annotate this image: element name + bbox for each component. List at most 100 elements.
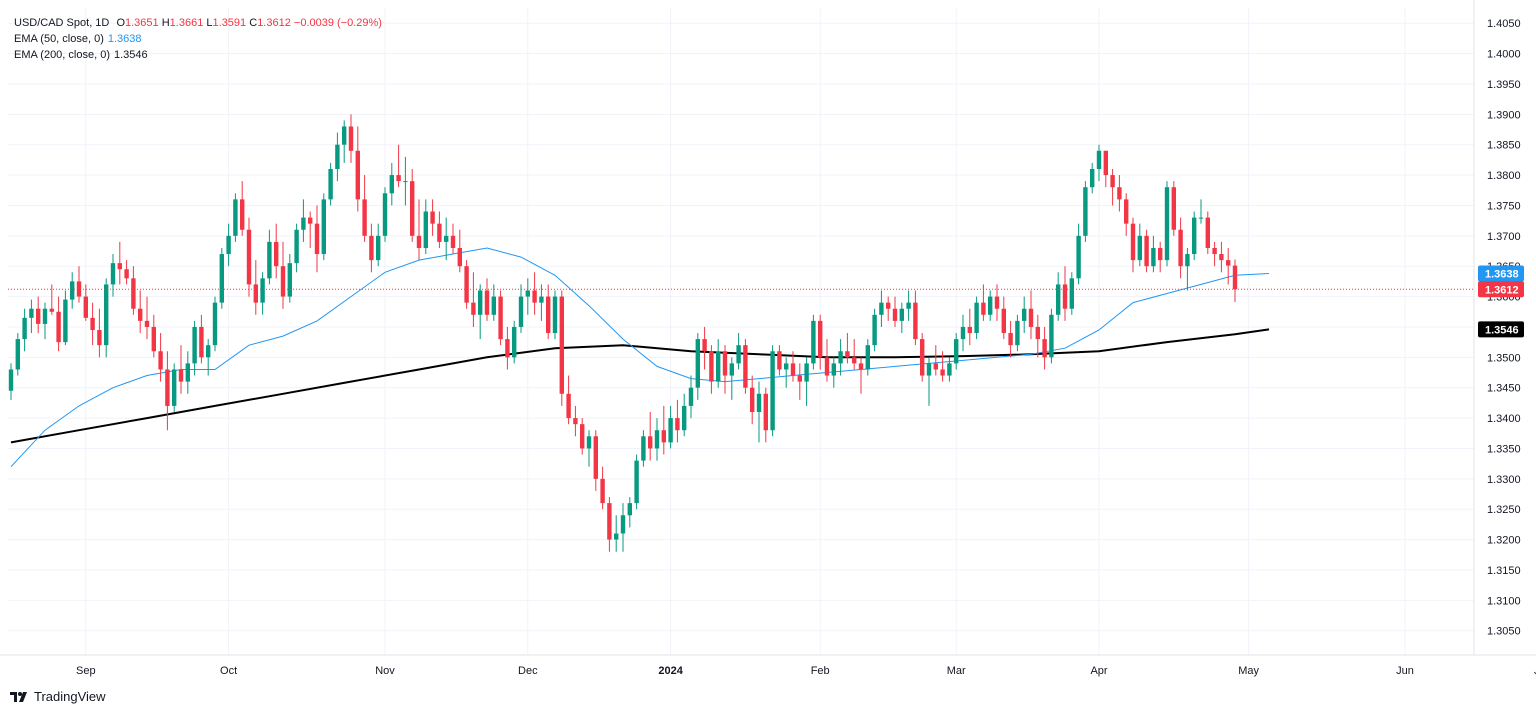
candle[interactable]: [552, 290, 558, 340]
candle[interactable]: [15, 333, 20, 376]
candle[interactable]: [607, 497, 612, 552]
candle[interactable]: [464, 260, 469, 309]
candle[interactable]: [410, 168, 415, 242]
candle[interactable]: [804, 357, 809, 406]
candle[interactable]: [913, 290, 918, 346]
candle[interactable]: [879, 290, 884, 327]
candle[interactable]: [811, 314, 816, 370]
candle[interactable]: [110, 254, 116, 297]
candle[interactable]: [498, 290, 503, 346]
candle[interactable]: [219, 247, 224, 309]
candle[interactable]: [702, 326, 707, 370]
candle[interactable]: [1001, 296, 1006, 340]
candle[interactable]: [308, 211, 313, 248]
candle[interactable]: [199, 314, 204, 364]
candle[interactable]: [280, 241, 286, 309]
candle[interactable]: [294, 223, 299, 273]
candle[interactable]: [886, 296, 891, 321]
candle[interactable]: [940, 351, 945, 382]
candle[interactable]: [512, 320, 517, 364]
candle[interactable]: [858, 357, 864, 394]
symbol-label[interactable]: USD/CAD Spot, 1D: [14, 17, 110, 29]
candle[interactable]: [688, 375, 694, 419]
candle[interactable]: [165, 351, 170, 431]
candle[interactable]: [178, 345, 184, 394]
candle[interactable]: [906, 290, 911, 321]
candle[interactable]: [532, 272, 537, 315]
candle[interactable]: [124, 260, 129, 285]
candle[interactable]: [1049, 308, 1054, 364]
candle[interactable]: [899, 302, 904, 334]
candle[interactable]: [131, 266, 136, 315]
candle[interactable]: [42, 302, 48, 340]
candle[interactable]: [756, 381, 762, 443]
candle[interactable]: [342, 120, 347, 163]
candle[interactable]: [22, 308, 27, 352]
candle[interactable]: [1137, 223, 1142, 267]
candle[interactable]: [246, 217, 252, 297]
candle[interactable]: [784, 357, 789, 388]
candle[interactable]: [614, 515, 619, 552]
candle[interactable]: [185, 351, 190, 394]
candle[interactable]: [389, 162, 394, 206]
candle[interactable]: [505, 326, 510, 370]
candle[interactable]: [709, 345, 714, 394]
candle[interactable]: [457, 229, 462, 273]
candle[interactable]: [960, 314, 966, 352]
candle[interactable]: [1103, 150, 1108, 188]
candle[interactable]: [301, 199, 306, 242]
candle[interactable]: [539, 284, 544, 321]
candle[interactable]: [722, 345, 728, 394]
candle[interactable]: [1232, 259, 1238, 303]
candle[interactable]: [1226, 247, 1231, 285]
candle[interactable]: [430, 199, 435, 236]
candle[interactable]: [729, 357, 734, 400]
candle[interactable]: [450, 223, 456, 255]
candle[interactable]: [865, 339, 870, 376]
candle[interactable]: [981, 284, 986, 321]
candle[interactable]: [1083, 181, 1088, 242]
legend-ema50-row[interactable]: EMA (50, close, 0) 1.3638: [14, 31, 382, 47]
candle[interactable]: [1035, 314, 1040, 358]
candle[interactable]: [750, 375, 755, 425]
candle[interactable]: [1124, 193, 1129, 236]
candle[interactable]: [1117, 175, 1122, 212]
candle[interactable]: [90, 302, 95, 346]
candle[interactable]: [777, 345, 782, 376]
candle[interactable]: [70, 272, 75, 309]
candle[interactable]: [233, 193, 238, 242]
candle[interactable]: [1219, 241, 1224, 273]
candle[interactable]: [1110, 168, 1115, 206]
candle[interactable]: [790, 351, 796, 382]
candle[interactable]: [138, 290, 143, 334]
candle[interactable]: [661, 405, 666, 455]
candle[interactable]: [423, 199, 428, 255]
candle[interactable]: [76, 266, 82, 303]
candle[interactable]: [627, 497, 632, 528]
candle[interactable]: [546, 284, 551, 340]
candle[interactable]: [586, 430, 592, 467]
candle[interactable]: [484, 278, 490, 321]
candle[interactable]: [1008, 320, 1013, 358]
candle[interactable]: [63, 290, 68, 346]
candle[interactable]: [314, 205, 320, 273]
candle[interactable]: [648, 411, 653, 461]
candle[interactable]: [144, 296, 150, 340]
candle[interactable]: [321, 193, 326, 261]
candle[interactable]: [1130, 217, 1136, 273]
candle[interactable]: [29, 299, 34, 334]
candle[interactable]: [1042, 326, 1047, 370]
candle[interactable]: [437, 211, 442, 248]
candle[interactable]: [716, 339, 721, 388]
candle[interactable]: [988, 290, 993, 321]
candle[interactable]: [580, 418, 585, 455]
candle[interactable]: [763, 387, 768, 443]
candle[interactable]: [328, 162, 333, 206]
candle[interactable]: [158, 333, 163, 382]
candle[interactable]: [654, 418, 660, 461]
candle[interactable]: [1151, 235, 1156, 273]
candle[interactable]: [525, 278, 530, 315]
candle[interactable]: [376, 223, 381, 267]
candle[interactable]: [1015, 314, 1020, 352]
